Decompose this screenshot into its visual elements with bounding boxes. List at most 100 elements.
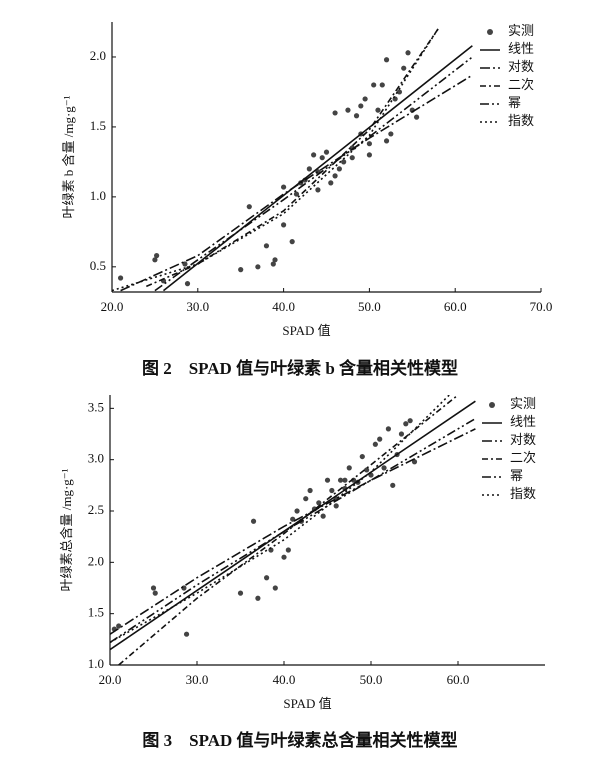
data-point (255, 264, 261, 270)
data-point (272, 585, 278, 591)
legend-label: 实测 (508, 23, 534, 38)
data-point (285, 547, 291, 553)
data-point (383, 57, 390, 63)
y-tick-label: 2.0 (88, 553, 104, 568)
data-point (117, 275, 124, 281)
y-tick-label: 1.0 (90, 188, 106, 203)
data-point (372, 441, 378, 447)
fit-line (110, 417, 476, 644)
data-point (315, 187, 321, 193)
caption: 图 2 SPAD 值与叶绿素 b 含量相关性模型 (142, 358, 458, 378)
y-tick-label: 1.5 (88, 605, 104, 620)
x-axis-label: SPAD 值 (283, 696, 331, 711)
y-tick-label: 2.5 (88, 502, 104, 517)
data-point (184, 281, 191, 287)
data-point (154, 253, 160, 259)
data-point (381, 465, 387, 471)
data-point (349, 155, 355, 161)
data-point (255, 595, 261, 601)
data-point (272, 257, 278, 263)
data-point (345, 107, 351, 113)
data-point (359, 453, 365, 460)
data-point (333, 503, 339, 509)
fit-line (146, 28, 439, 288)
y-tick-label: 3.0 (88, 451, 104, 466)
data-point (388, 131, 394, 137)
data-point (311, 152, 317, 158)
legend-label: 线性 (508, 41, 534, 56)
data-point (306, 166, 312, 172)
data-point (336, 166, 342, 172)
data-point (407, 418, 413, 424)
x-tick-label: 50.0 (358, 299, 381, 314)
data-point (405, 50, 411, 56)
data-point (294, 508, 300, 514)
y-axis-label: 叶绿素总含量 /mg·g⁻¹ (59, 468, 74, 591)
data-point (293, 191, 300, 197)
legend-label: 幂 (508, 95, 521, 110)
data-point (366, 152, 372, 158)
data-point (362, 96, 368, 102)
data-point (371, 82, 377, 88)
legend-label: 线性 (510, 414, 536, 429)
data-point (307, 487, 313, 494)
fit-line (110, 400, 476, 651)
legend-label: 幂 (510, 468, 523, 483)
data-point (320, 513, 326, 519)
data-point (377, 436, 383, 442)
data-point (270, 261, 276, 267)
y-tick-label: 0.5 (90, 258, 106, 273)
data-point (183, 631, 190, 637)
data-point (152, 257, 158, 263)
x-tick-label: 40.0 (272, 299, 295, 314)
data-point (375, 107, 381, 113)
data-point (411, 459, 418, 465)
data-point (383, 138, 390, 144)
data-point (289, 239, 295, 245)
x-tick-label: 40.0 (273, 672, 296, 687)
y-axis-label: 叶绿素 b 含量 /mg·g⁻¹ (61, 95, 76, 218)
plot-area (110, 395, 476, 665)
chart: 20.0 30.0 40.0 50.0 60.0 70.0 0.5 1.0 1.5 2.0 SPAD… (61, 22, 552, 378)
data-point (413, 114, 420, 120)
data-point (358, 103, 364, 109)
data-point (250, 518, 257, 524)
data-point (364, 467, 370, 473)
data-point (342, 477, 348, 483)
x-tick-label: 30.0 (186, 672, 209, 687)
y-tick-label: 1.0 (88, 656, 104, 671)
data-point (323, 149, 330, 155)
legend-label: 二次 (508, 77, 534, 92)
y-tick-label: 1.5 (90, 118, 106, 133)
plot-area (112, 28, 473, 292)
data-point (246, 204, 252, 210)
legend-marker (489, 402, 495, 408)
data-point (281, 554, 287, 560)
x-tick-label: 70.0 (530, 299, 553, 314)
data-point (341, 159, 347, 165)
legend-marker (487, 29, 493, 35)
data-point (324, 477, 331, 483)
y-tick-label: 3.5 (88, 399, 104, 414)
data-point (319, 155, 325, 161)
data-point (238, 267, 244, 273)
fit-line (162, 45, 473, 292)
data-point (366, 141, 372, 147)
data-point (150, 585, 157, 591)
legend-label: 二次 (510, 450, 536, 465)
legend-label: 对数 (510, 432, 536, 447)
data-point (328, 180, 334, 186)
data-point (396, 89, 403, 95)
y-tick-label: 2.0 (90, 48, 106, 63)
data-point (390, 482, 396, 488)
data-point (329, 487, 335, 494)
data-point (264, 575, 270, 581)
legend-label: 实测 (510, 396, 536, 411)
data-point (332, 110, 338, 116)
data-point (116, 623, 122, 629)
fit-line (120, 74, 473, 292)
x-tick-label: 20.0 (99, 672, 122, 687)
fit-line (154, 56, 473, 292)
data-point (281, 184, 287, 190)
